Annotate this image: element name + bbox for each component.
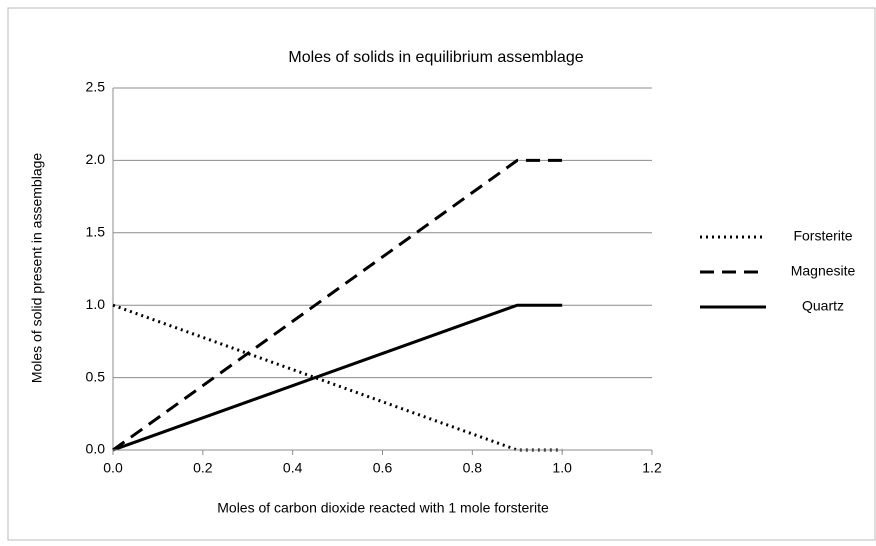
x-tick-label: 0.6 bbox=[373, 460, 393, 476]
y-tick-label: 0.5 bbox=[86, 368, 106, 384]
y-axis-label: Moles of solid present in assemblage bbox=[29, 153, 45, 384]
x-tick-label: 1.2 bbox=[642, 460, 662, 476]
x-tick-label: 0.8 bbox=[463, 460, 483, 476]
y-tick-label: 1.0 bbox=[86, 296, 106, 312]
series-line bbox=[112, 303, 563, 452]
x-tick-label: 1.0 bbox=[552, 460, 572, 476]
legend-label: Forsterite bbox=[793, 228, 852, 244]
x-tick-label: 0.0 bbox=[103, 460, 123, 476]
y-tick-label: 1.5 bbox=[86, 224, 106, 240]
legend-label: Magnesite bbox=[791, 263, 856, 279]
x-tick-label: 0.2 bbox=[193, 460, 213, 476]
x-tick-label: 0.4 bbox=[283, 460, 303, 476]
y-tick-label: 2.5 bbox=[86, 79, 106, 95]
legend-label: Quartz bbox=[802, 298, 844, 314]
x-axis-label: Moles of carbon dioxide reacted with 1 m… bbox=[217, 500, 549, 516]
chart-frame bbox=[7, 7, 876, 541]
series-line bbox=[112, 158, 563, 452]
y-tick-label: 2.0 bbox=[86, 151, 106, 167]
y-tick-label: 0.0 bbox=[86, 441, 106, 457]
chart-title: Moles of solids in equilibrium assemblag… bbox=[288, 49, 583, 66]
